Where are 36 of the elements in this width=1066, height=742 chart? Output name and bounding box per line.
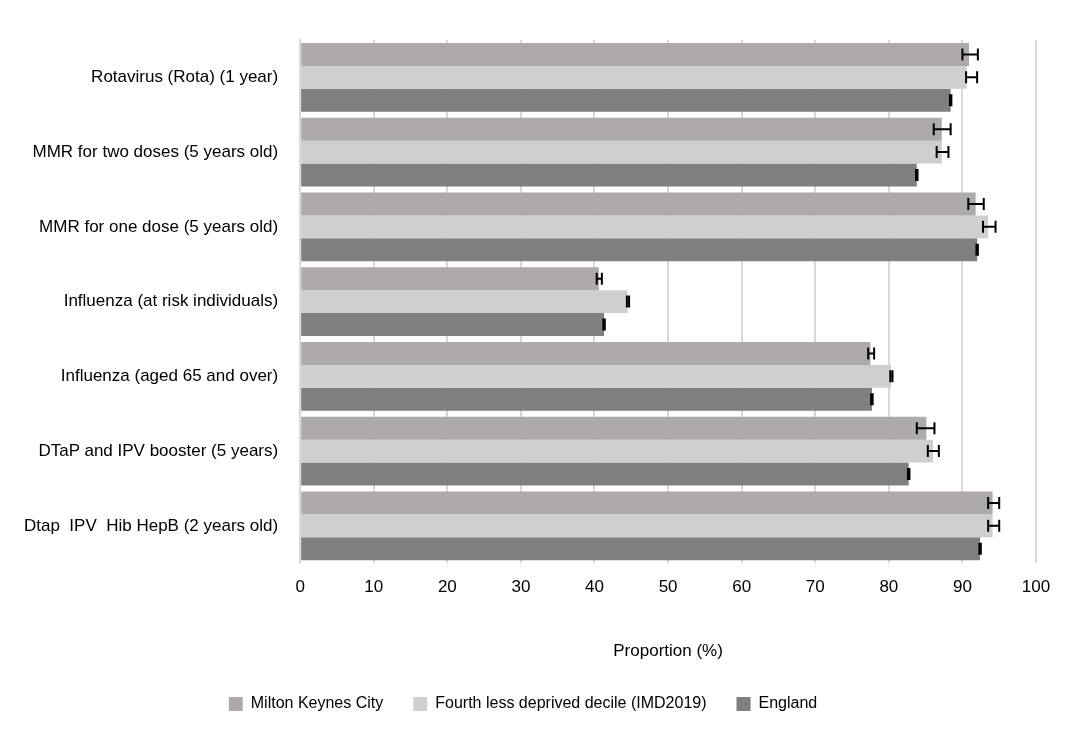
- x-tick-label: 100: [1021, 577, 1051, 597]
- x-tick-label: 0: [295, 577, 305, 597]
- bar: [301, 462, 909, 486]
- bar: [301, 416, 927, 440]
- x-tick-label: 50: [658, 577, 678, 597]
- y-tick-label: MMR for two doses (5 years old): [32, 141, 279, 161]
- bar: [301, 387, 872, 411]
- legend-label: England: [758, 694, 818, 712]
- bar: [301, 491, 993, 515]
- y-tick-label: MMR for one dose (5 years old): [39, 216, 279, 236]
- y-tick-label: Dtap IPV Hib HepB (2 years old): [23, 515, 279, 535]
- bar: [301, 42, 970, 66]
- bar: [301, 313, 605, 336]
- x-tick-label: 80: [879, 577, 899, 597]
- x-tick-label: 20: [437, 577, 457, 597]
- bar: [301, 537, 981, 561]
- legend-label: Fourth less deprived decile (IMD2019): [435, 694, 707, 712]
- bar: [301, 88, 951, 112]
- bar: [301, 341, 871, 365]
- x-tick-label: 90: [952, 577, 972, 597]
- bar: [301, 238, 978, 262]
- y-tick-label: Rotavirus (Rota) (1 year): [91, 67, 279, 87]
- y-tick-label: Influenza (at risk individuals): [63, 291, 279, 311]
- x-tick-label: 30: [511, 577, 531, 597]
- y-tick-label: Influenza (aged 65 and over): [60, 366, 279, 386]
- bar: [301, 267, 599, 291]
- y-tick-label: DTaP and IPV booster (5 years): [38, 440, 279, 460]
- x-tick-label: 70: [805, 577, 825, 597]
- x-tick-label: 40: [585, 577, 604, 597]
- x-tick-label: 60: [732, 577, 752, 597]
- legend-label: Milton Keynes City: [250, 694, 384, 712]
- x-axis-title: Proportion (%): [613, 641, 723, 661]
- x-tick-label: 10: [364, 577, 384, 597]
- bar: [301, 192, 976, 216]
- bar: [301, 163, 917, 187]
- bar: [301, 117, 942, 141]
